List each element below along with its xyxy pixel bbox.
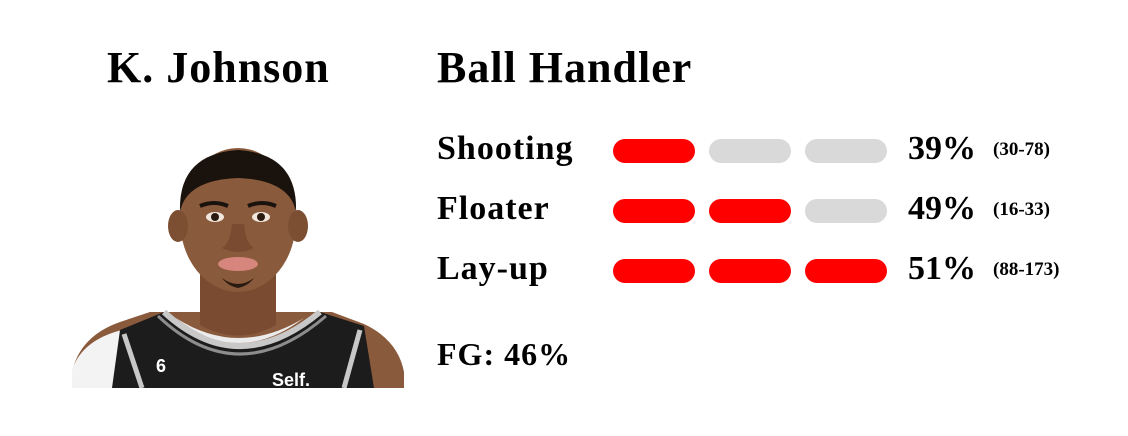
stat-label: Lay-up: [437, 250, 549, 287]
player-name: K. Johnson: [107, 43, 330, 92]
stat-made-attempts: (30-78): [993, 139, 1050, 160]
stat-percent: 39%: [908, 130, 976, 167]
player-role: Ball Handler: [437, 43, 693, 92]
rating-bar-empty: [805, 199, 887, 223]
rating-bar-filled: [613, 139, 695, 163]
player-photo: 6 Self.: [72, 148, 404, 388]
stat-label: Shooting: [437, 130, 574, 167]
jersey-number: 6: [156, 356, 166, 376]
field-goal-percent: FG: 46%: [437, 336, 572, 372]
rating-bar-empty: [805, 139, 887, 163]
stat-made-attempts: (88-173): [993, 259, 1060, 280]
rating-bar-filled: [805, 259, 887, 283]
rating-bar-filled: [613, 199, 695, 223]
rating-bar-filled: [709, 259, 791, 283]
rating-bar-empty: [709, 139, 791, 163]
jersey-sponsor: Self.: [272, 370, 310, 388]
stat-percent: 51%: [908, 250, 976, 287]
stat-percent: 49%: [908, 190, 976, 227]
stat-label: Floater: [437, 190, 550, 227]
rating-bar-filled: [709, 199, 791, 223]
rating-bar-filled: [613, 259, 695, 283]
stat-made-attempts: (16-33): [993, 199, 1050, 220]
